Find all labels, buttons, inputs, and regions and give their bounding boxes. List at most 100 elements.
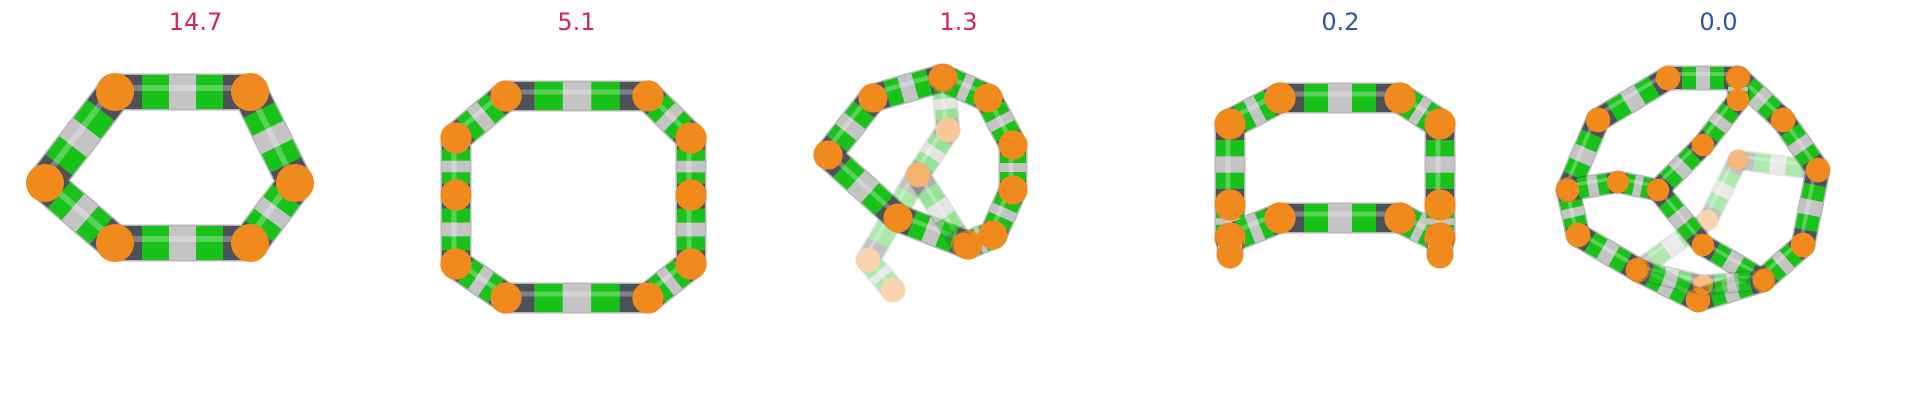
tube-segment [1739, 78, 1764, 103]
tube-segment [45, 136, 87, 176]
tube-segment [1646, 242, 1672, 268]
joint [440, 122, 472, 154]
tube-segment [75, 206, 113, 244]
tube-segment [466, 102, 496, 132]
energy-value: 0.0 [1699, 8, 1738, 36]
tube-segment [73, 99, 115, 139]
tube-segment [1632, 175, 1644, 197]
joint [490, 282, 522, 314]
tube-segment [833, 157, 865, 190]
tube-segment [869, 264, 892, 286]
tube-segment [1702, 120, 1725, 143]
tube-segment [1569, 143, 1597, 167]
tube-segment [1801, 182, 1826, 203]
joint [230, 72, 270, 112]
energy-value: 14.7 [168, 8, 223, 36]
tube-segment [955, 74, 976, 102]
tube-segment [1787, 133, 1814, 157]
tube-segment [1705, 191, 1729, 213]
tube-segment [1717, 167, 1741, 189]
tube-segment [1586, 175, 1600, 197]
tube-segment [1659, 194, 1684, 219]
tube-segment [1648, 264, 1667, 285]
molecule-cage [1555, 65, 1831, 313]
tube-segment [1608, 246, 1632, 273]
tube-segment [908, 159, 934, 182]
tube [1214, 82, 1456, 254]
joint [905, 162, 931, 188]
tube-segment [59, 118, 101, 157]
tube-segment [1784, 157, 1804, 177]
tube-segment [908, 169, 937, 195]
tube [440, 80, 707, 314]
joint [858, 83, 888, 113]
joint [1727, 149, 1749, 171]
joint [1692, 274, 1714, 296]
tube-segment [1561, 205, 1585, 220]
joint [1770, 107, 1796, 133]
tube-segment [944, 225, 973, 251]
tube-segment [1757, 95, 1782, 120]
joint [855, 247, 881, 273]
joint [1627, 259, 1649, 281]
tube-segment [1779, 243, 1803, 268]
tube-segment [1584, 232, 1608, 259]
joint [1752, 269, 1774, 291]
joint [632, 80, 664, 112]
tube-segment [243, 102, 284, 136]
tube-segment [1716, 102, 1739, 125]
joint [1565, 222, 1591, 248]
tube [25, 72, 315, 263]
tube-segment [926, 132, 952, 155]
tube-segment [847, 170, 879, 203]
tube-segment [1620, 85, 1646, 113]
tube-segment [932, 76, 955, 90]
panel-saddle-ring: 14.7 [5, 0, 386, 416]
joint [1426, 241, 1454, 269]
panel-square-ring: 5.1 [386, 0, 767, 416]
tube-segment [1596, 239, 1620, 266]
joint [1655, 65, 1681, 91]
tube-segment [835, 112, 866, 141]
joint [1424, 189, 1456, 221]
joint [880, 277, 906, 303]
tube-segment [935, 108, 958, 121]
tube-segment [986, 110, 1015, 133]
joint [440, 248, 472, 280]
tube-segment [1677, 216, 1702, 241]
tube-segment [252, 120, 293, 155]
tube-segment [1243, 95, 1267, 127]
joint [1264, 202, 1296, 234]
tube-segment [932, 123, 958, 146]
tube-segment [1707, 281, 1728, 307]
tube-segment [874, 270, 897, 292]
tube-segment [1738, 272, 1752, 291]
tube-segment [911, 69, 933, 99]
joint [813, 140, 843, 170]
tube-segment [1723, 155, 1747, 177]
tube-segment [1634, 76, 1660, 105]
energy-value: 0.2 [1321, 8, 1360, 36]
tube-segment [1711, 179, 1735, 201]
energy-value: 5.1 [557, 8, 596, 36]
tube-segment [1669, 278, 1691, 304]
tube-segment [1677, 146, 1702, 171]
tube-segment [1752, 153, 1772, 173]
joint [1214, 189, 1246, 221]
joint [973, 83, 1003, 113]
tube-segment [1709, 111, 1732, 134]
joint [675, 179, 707, 211]
tube-segment [1699, 203, 1723, 225]
joint [998, 175, 1028, 205]
joint [440, 179, 472, 211]
joint [935, 117, 961, 143]
joint [930, 65, 956, 91]
tube-segment [1408, 96, 1432, 126]
tube-segment [1794, 143, 1821, 167]
joint [1384, 202, 1416, 234]
tube-segment [468, 266, 494, 296]
tube-segment [1409, 213, 1431, 243]
tube-segment [1763, 257, 1787, 282]
joint [1727, 149, 1749, 171]
tube-segment [859, 252, 882, 274]
